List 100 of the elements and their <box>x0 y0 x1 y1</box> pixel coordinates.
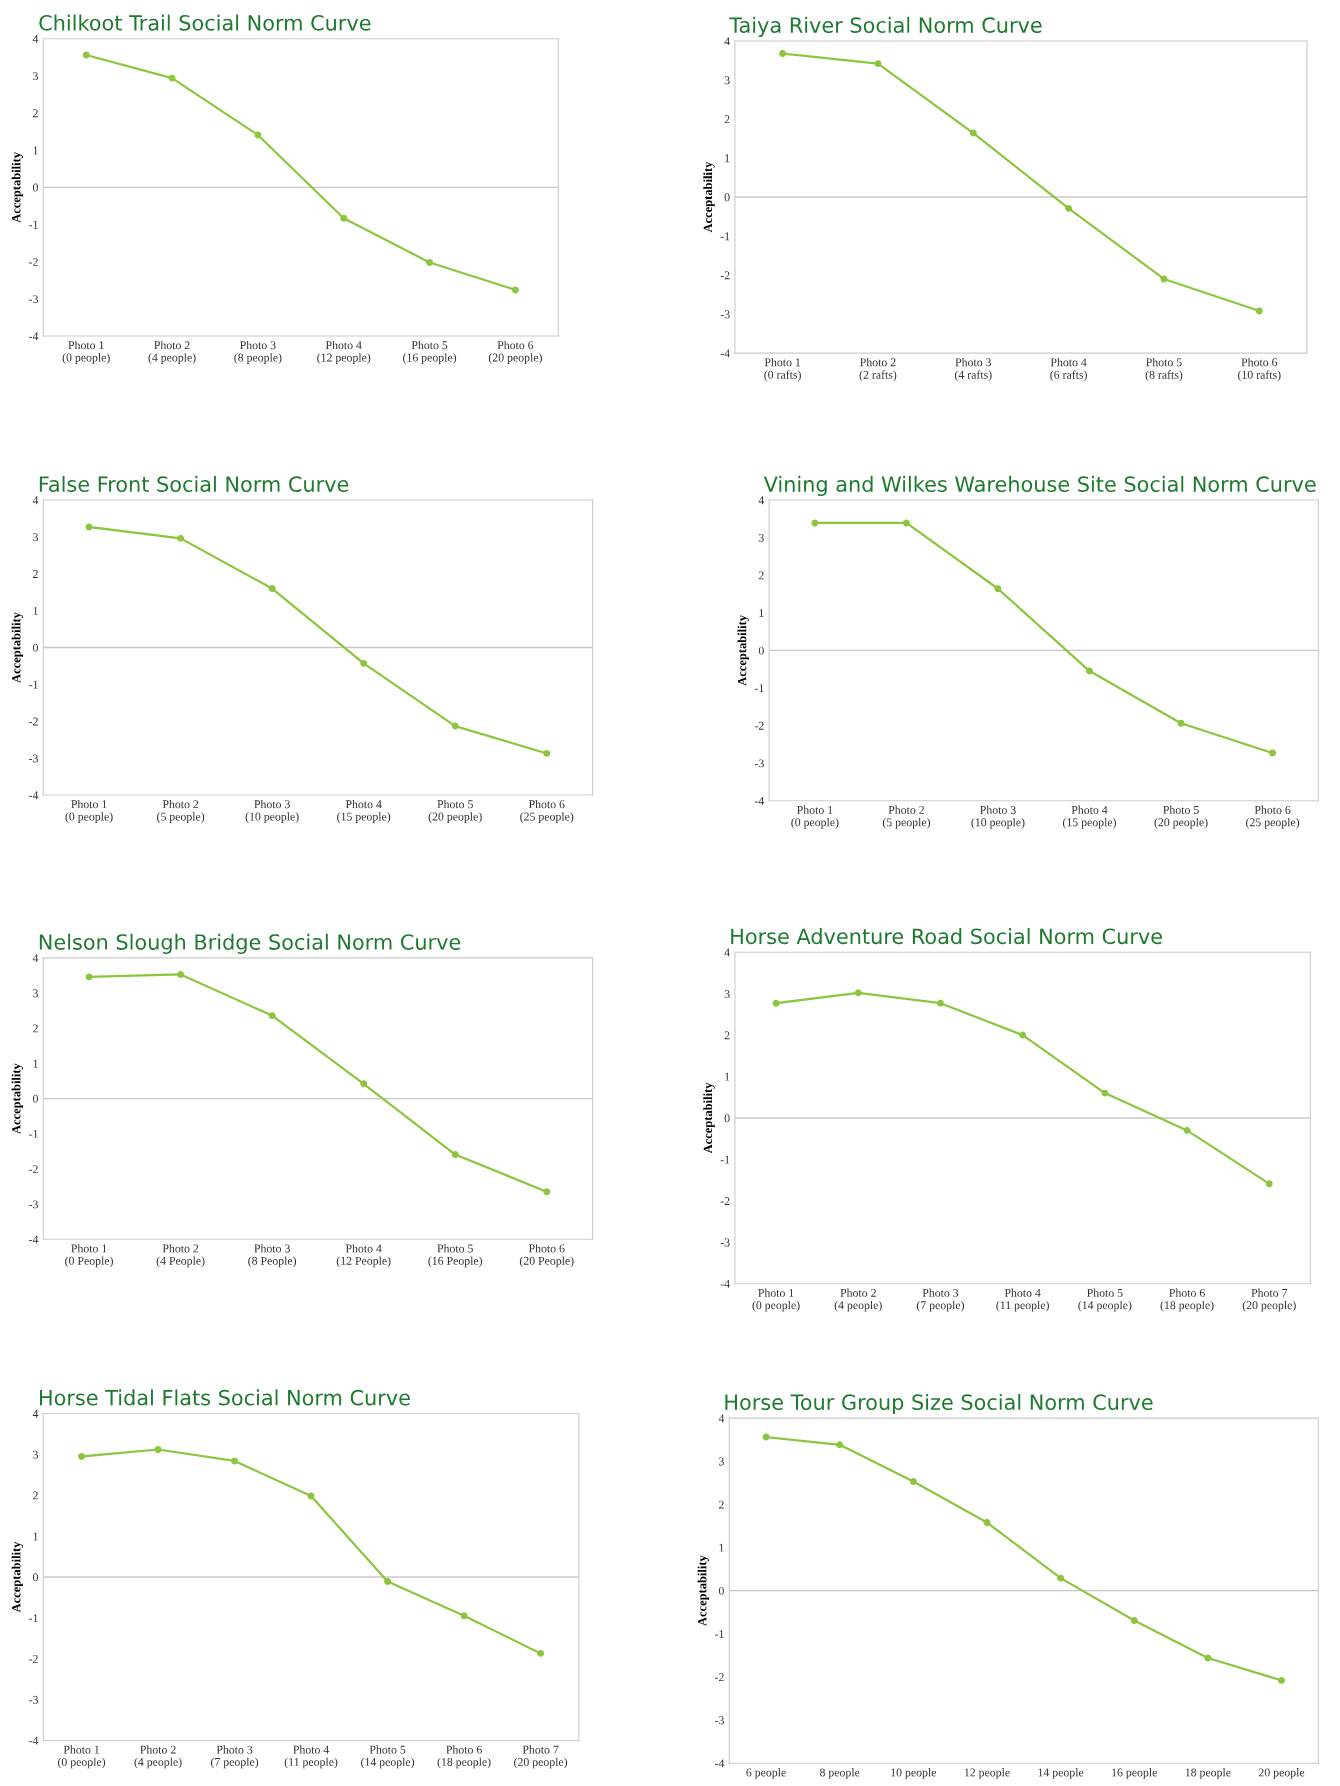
point <box>1255 307 1263 315</box>
y-tick-label: 3 <box>33 72 38 81</box>
y-axis-title: Acceptability <box>11 612 24 683</box>
x-tick-label: Photo 6 (20 People) <box>519 1244 574 1268</box>
x-tick-label: Photo 1 (0 people) <box>791 805 839 829</box>
y-tick-label: 4 <box>32 35 39 43</box>
y-axis-title: Acceptability <box>11 1063 24 1134</box>
chart-title: False Front Social Norm Curve <box>39 475 349 492</box>
y-tick-label: -3 <box>29 1695 38 1704</box>
x-tick-label: Photo 2 (4 People) <box>156 1244 205 1268</box>
point <box>78 1452 86 1460</box>
y-tick-label: -1 <box>29 220 38 229</box>
y-tick-label: -4 <box>29 1235 39 1244</box>
chart-title: Vining and Wilkes Warehouse Site Social Norm Curve <box>763 475 1316 497</box>
y-tick-label: 0 <box>724 1114 730 1123</box>
y-tick-label: 1 <box>719 1543 724 1552</box>
x-tick-label: Photo 6 (18 people) <box>437 1745 491 1769</box>
chart-title: Taiya River Social Norm Curve <box>729 16 1042 37</box>
y-axis-title: Acceptability <box>11 1541 24 1613</box>
y-tick-label: -4 <box>754 797 765 805</box>
x-tick-label: Photo 4 (11 people) <box>996 1288 1049 1312</box>
x-tick-label: 10 people <box>891 1768 937 1779</box>
point <box>779 50 787 57</box>
point <box>936 999 944 1007</box>
point <box>994 585 1002 593</box>
y-tick-label: 3 <box>33 533 38 542</box>
y-tick-label: -3 <box>29 295 38 304</box>
y-tick-label: -1 <box>720 232 730 241</box>
x-tick-label: Photo 2 (4 people) <box>834 1288 882 1312</box>
y-axis-title: Acceptability <box>703 1082 715 1154</box>
x-tick-label: Photo 7 (20 people) <box>514 1745 568 1769</box>
y-tick-label: 2 <box>724 115 730 124</box>
point <box>231 1457 239 1465</box>
y-tick-label: -2 <box>29 717 38 726</box>
point <box>360 659 368 667</box>
y-tick-label: -4 <box>720 1280 730 1288</box>
chart-title: Horse Tidal Flats Social Norm Curve <box>39 1389 410 1406</box>
x-tick-label: 6 people <box>746 1768 786 1779</box>
chart-title: Chilkoot Trail Social Norm Curve <box>39 14 371 31</box>
x-tick-label: Photo 1 (0 people) <box>65 799 113 823</box>
point <box>384 1578 392 1585</box>
y-tick-label: -4 <box>720 349 730 358</box>
x-tick-label: Photo 7 (20 people) <box>1242 1288 1296 1312</box>
point <box>543 749 551 757</box>
chart-title: Horse Adventure Road Social Norm Curve <box>731 928 1162 945</box>
y-tick-label: 0 <box>32 1573 38 1582</box>
point <box>1086 667 1093 675</box>
y-tick-label: 4 <box>724 37 730 46</box>
y-tick-label: -1 <box>29 1614 38 1622</box>
y-tick-label: 4 <box>724 948 730 957</box>
y-axis-title: Acceptability <box>697 1555 709 1626</box>
x-tick-label: Photo 3 (7 people) <box>210 1745 259 1769</box>
point <box>1057 1574 1065 1582</box>
y-tick-label: -3 <box>720 1238 730 1247</box>
x-tick-label: Photo 3 (8 People) <box>248 1244 297 1268</box>
x-tick-label: 16 people <box>1112 1768 1157 1779</box>
x-tick-label: Photo 3 (10 people) <box>971 805 1025 829</box>
y-axis-title: Acceptability <box>11 152 24 223</box>
x-tick-label: Photo 5 (16 People) <box>428 1244 483 1268</box>
y-tick-label: 4 <box>718 1414 725 1423</box>
point <box>360 1080 368 1088</box>
x-tick-label: Photo 5 (20 people) <box>428 799 482 823</box>
point <box>854 989 862 997</box>
x-tick-label: Photo 4 (11 people) <box>284 1745 338 1769</box>
y-tick-label: -2 <box>29 1165 38 1174</box>
x-tick-label: Photo 3 (4 rafts) <box>954 357 992 382</box>
x-tick-label: Photo 3 (7 people) <box>916 1288 965 1312</box>
y-tick-label: -2 <box>720 1197 730 1205</box>
y-tick-label: 3 <box>758 533 764 542</box>
point <box>836 1441 844 1449</box>
y-tick-label: -1 <box>715 1630 724 1638</box>
point <box>1204 1654 1212 1662</box>
x-tick-label: Photo 2 (4 people) <box>134 1745 182 1769</box>
x-tick-label: Photo 6 (18 people) <box>1160 1288 1214 1312</box>
x-tick-label: Photo 5 (14 people) <box>361 1745 415 1769</box>
y-tick-label: -3 <box>754 759 764 768</box>
y-tick-label: 1 <box>33 1532 38 1541</box>
x-tick-label: 12 people <box>964 1768 1010 1779</box>
point <box>1065 204 1073 212</box>
y-tick-label: 2 <box>33 570 38 578</box>
y-tick-label: -2 <box>754 721 764 730</box>
point <box>451 1151 459 1158</box>
point <box>1269 749 1277 757</box>
point <box>902 519 910 527</box>
point <box>537 1649 545 1657</box>
point <box>85 973 93 981</box>
x-tick-label: 14 people <box>1038 1768 1084 1779</box>
y-tick-label: 2 <box>724 1031 730 1040</box>
x-tick-label: Photo 4 (6 rafts) <box>1050 357 1087 382</box>
point <box>1101 1089 1109 1097</box>
y-tick-label: 4 <box>32 1409 39 1418</box>
point <box>177 534 185 542</box>
point <box>340 214 348 222</box>
x-tick-label: Photo 2 (5 people) <box>882 805 931 829</box>
point <box>983 1519 991 1526</box>
point <box>1265 1180 1273 1188</box>
x-tick-label: Photo 6 (20 people) <box>488 340 542 364</box>
point <box>168 74 176 82</box>
x-tick-label: Photo 6 (25 people) <box>520 799 574 823</box>
x-tick-label: Photo 4 (12 people) <box>317 340 371 364</box>
